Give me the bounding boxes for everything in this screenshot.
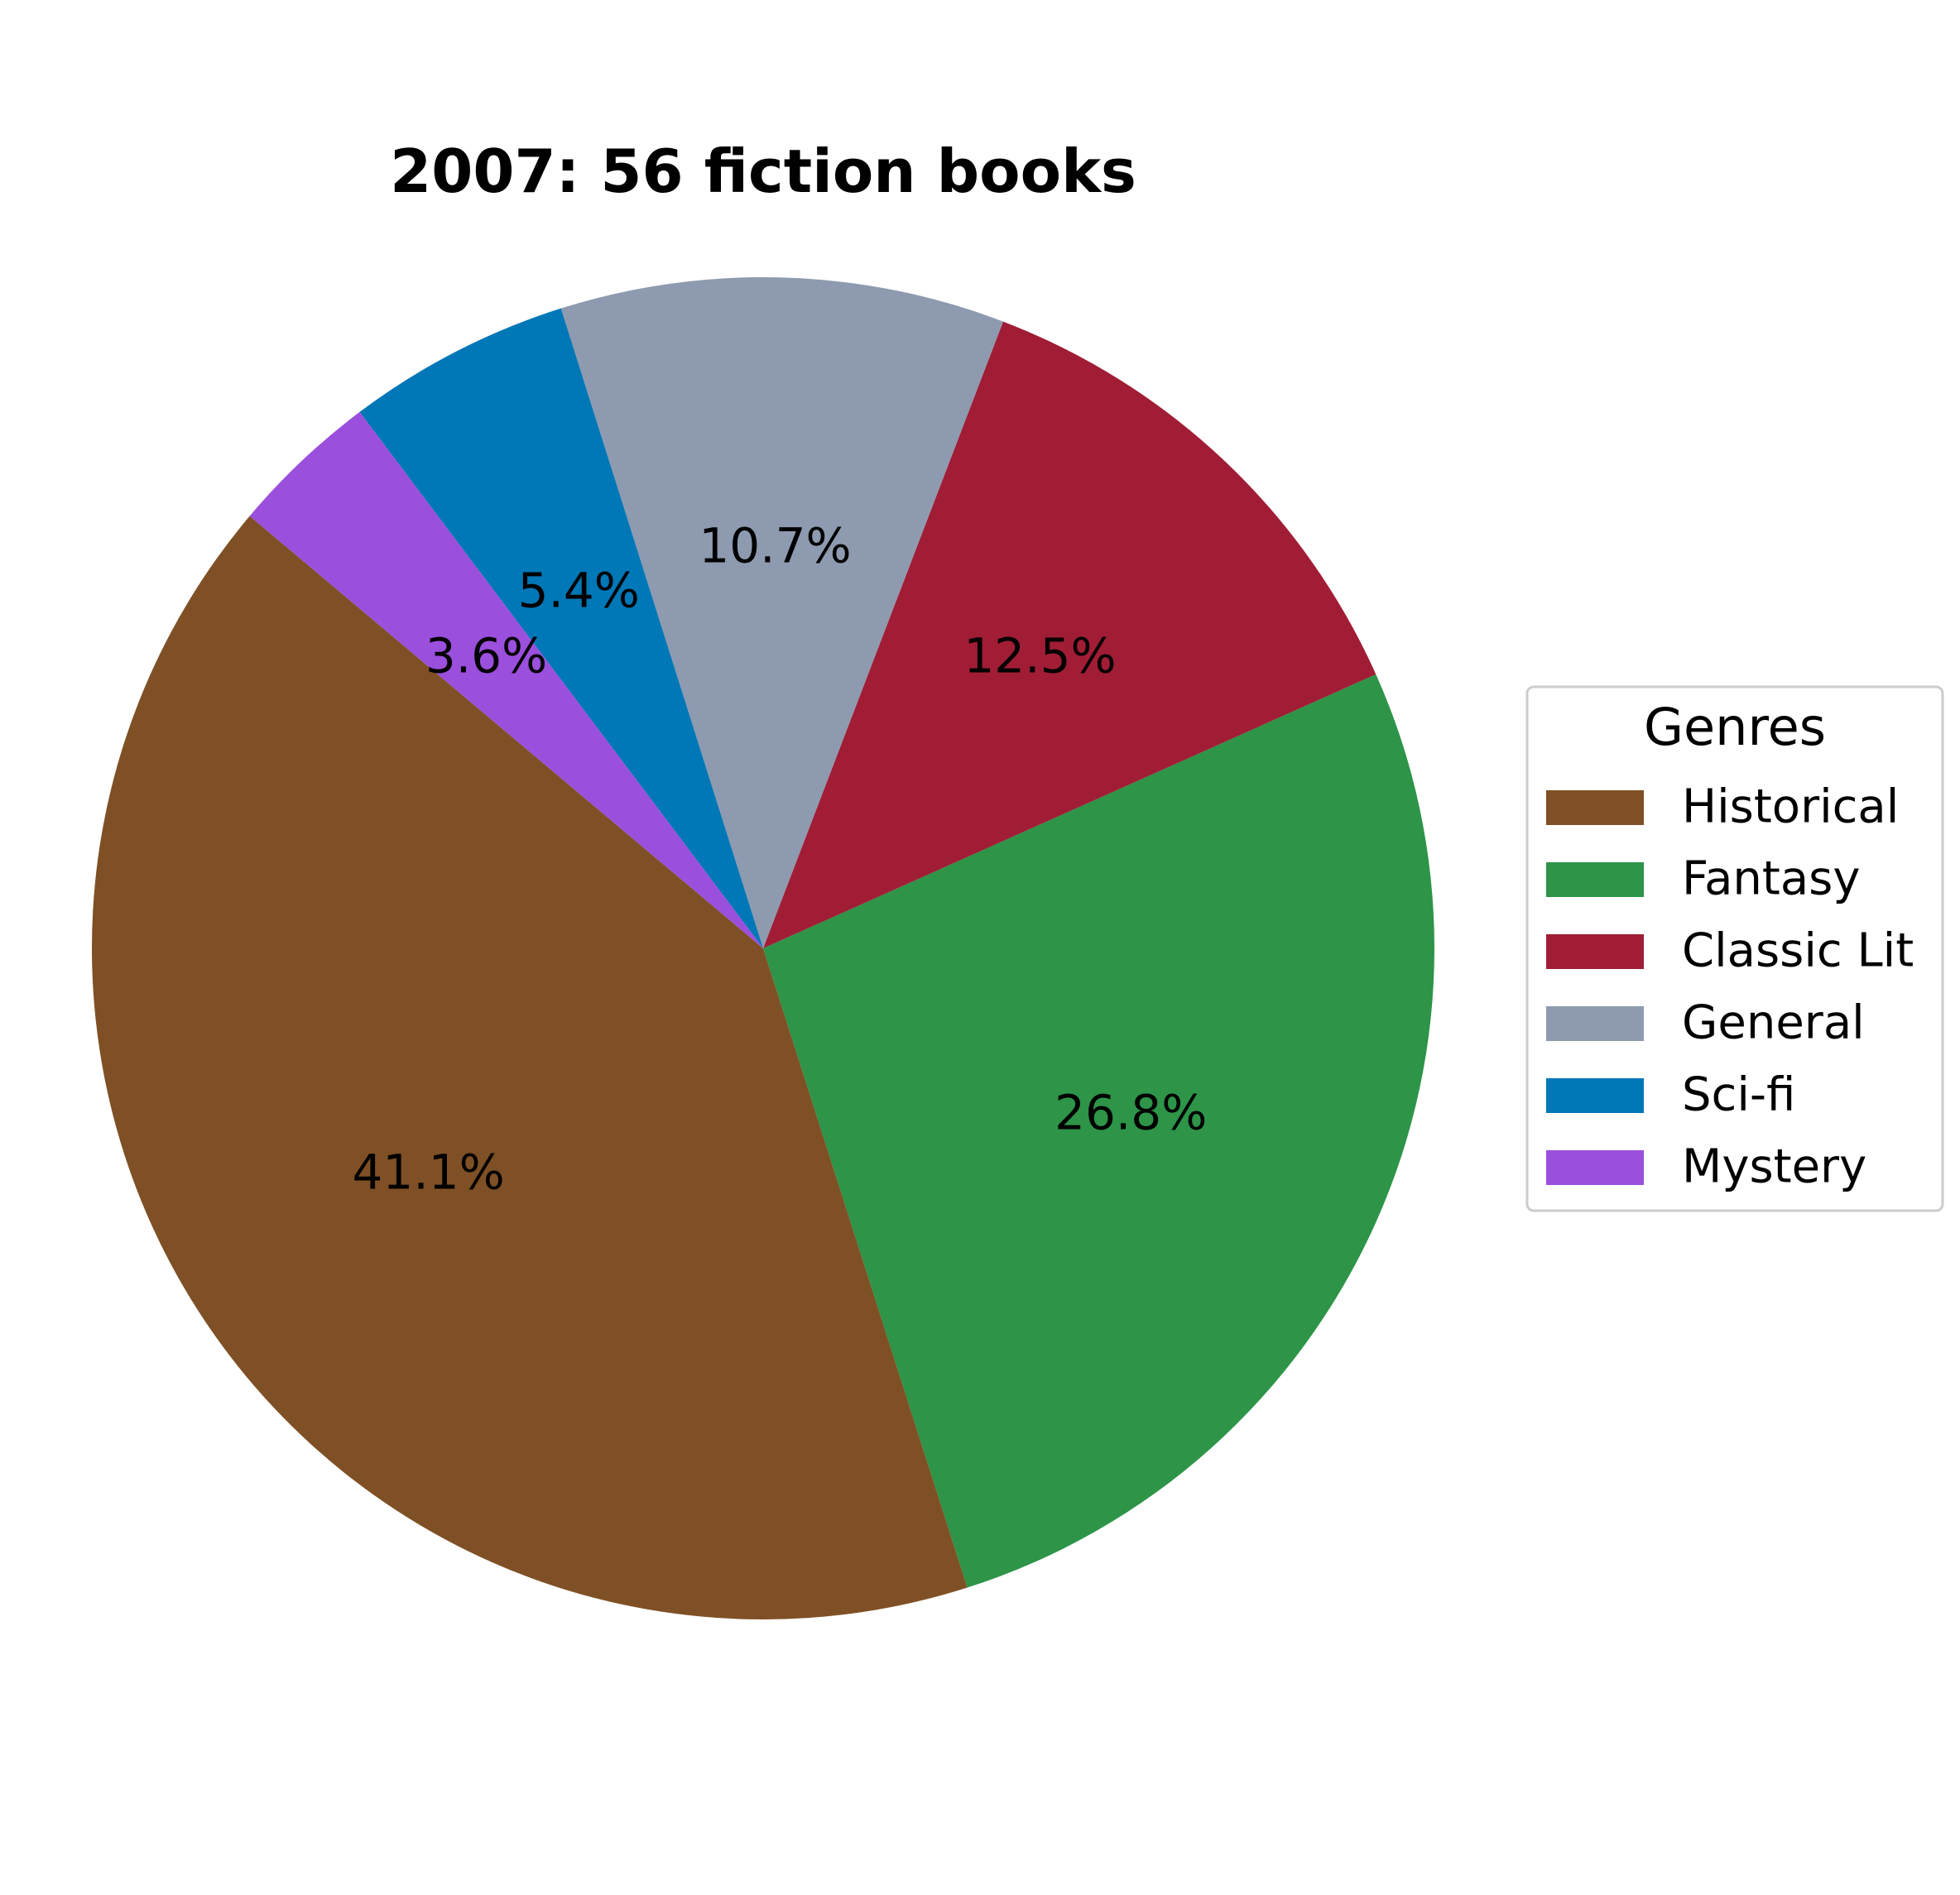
chart-title: 2007: 56 fiction books <box>390 137 1136 206</box>
pie-slice-labels: 41.1% 26.8% 12.5% 10.7% 5.4% 3.6% <box>353 518 1208 1201</box>
pie-slice-historical <box>92 516 968 1619</box>
slice-label-general: 10.7% <box>699 518 851 574</box>
pie-slice-general <box>560 276 1003 948</box>
pie-slice-mystery <box>249 411 763 948</box>
slice-label-historical: 41.1% <box>353 1144 505 1201</box>
legend-label-fantasy: Fantasy <box>1682 852 1860 906</box>
pie-slice-fantasy <box>763 674 1435 1588</box>
pie-slices <box>92 276 1435 1619</box>
slice-label-fantasy: 26.8% <box>1054 1085 1207 1141</box>
legend-swatch-classic-lit <box>1546 934 1644 969</box>
pie-slice-sci-fi <box>359 308 763 948</box>
legend-swatch-fantasy <box>1546 862 1644 897</box>
legend-label-classic-lit: Classic Lit <box>1682 924 1914 978</box>
legend-swatch-sci-fi <box>1546 1078 1644 1113</box>
pie-slice-classic-lit <box>763 321 1376 948</box>
legend-label-general: General <box>1682 996 1865 1050</box>
slice-label-classic-lit: 12.5% <box>963 628 1116 684</box>
slice-label-mystery: 3.6% <box>425 628 547 684</box>
legend-label-historical: Historical <box>1682 780 1899 834</box>
legend-swatch-historical <box>1546 790 1644 825</box>
slice-label-sci-fi: 5.4% <box>518 562 640 618</box>
legend-title: Genres <box>1644 697 1826 757</box>
legend-label-mystery: Mystery <box>1682 1140 1866 1194</box>
legend-swatch-general <box>1546 1006 1644 1041</box>
legend: Genres Historical Fantasy Classic Lit Gener… <box>1525 685 1944 1212</box>
legend-items: Historical Fantasy Classic Lit General Sci-f… <box>1546 780 1914 1194</box>
legend-label-sci-fi: Sci-fi <box>1682 1068 1795 1122</box>
legend-swatch-mystery <box>1546 1150 1644 1185</box>
